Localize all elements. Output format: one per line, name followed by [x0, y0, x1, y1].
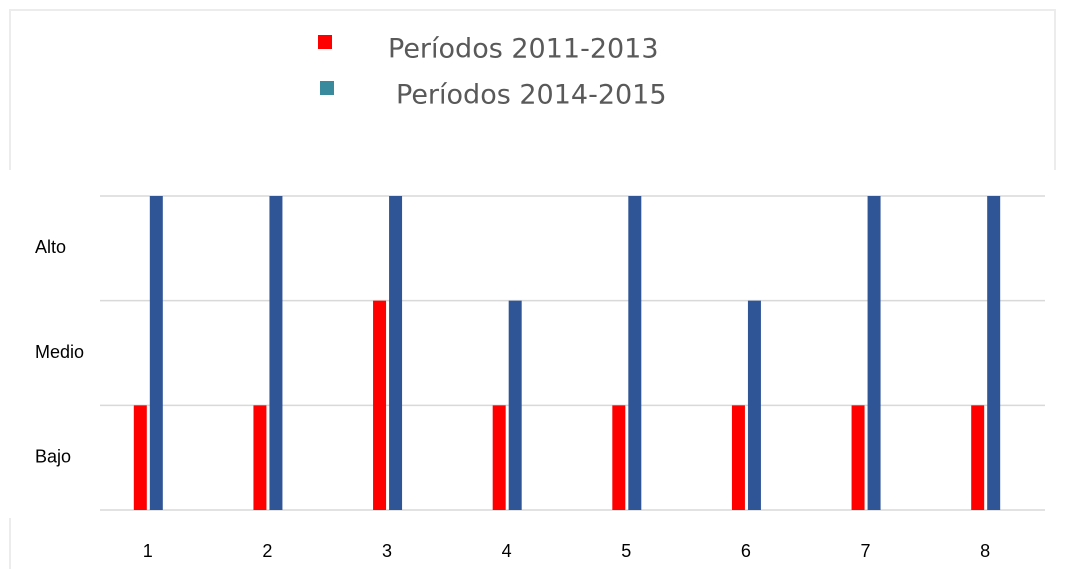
- y-tick-label: Medio: [35, 342, 84, 362]
- legend-frame: [9, 9, 1056, 569]
- bar: [253, 405, 267, 510]
- x-tick-label: 8: [980, 541, 990, 561]
- bar: [731, 405, 745, 510]
- legend-label: Períodos 2011-2013: [388, 34, 659, 65]
- legend-marker: [320, 81, 334, 95]
- bar: [389, 196, 403, 510]
- bar: [971, 405, 985, 510]
- bar: [269, 196, 283, 510]
- x-tick-label: 5: [621, 541, 631, 561]
- x-tick-label: 6: [741, 541, 751, 561]
- x-tick-label: 1: [143, 541, 153, 561]
- bar: [133, 405, 147, 510]
- legend-label: Períodos 2014-2015: [396, 80, 667, 111]
- x-tick-label: 2: [262, 541, 272, 561]
- bar: [149, 196, 163, 510]
- bar: [612, 405, 626, 510]
- bar: [987, 196, 1001, 510]
- bar: [373, 300, 387, 510]
- x-tick-label: 4: [502, 541, 512, 561]
- bar: [851, 405, 865, 510]
- bar: [747, 300, 761, 510]
- legend-marker: [318, 35, 332, 49]
- bar: [508, 300, 522, 510]
- x-tick-label: 7: [861, 541, 871, 561]
- y-tick-label: Bajo: [35, 446, 71, 466]
- bar: [867, 196, 881, 510]
- y-tick-label: Alto: [35, 237, 66, 257]
- x-tick-label: 3: [382, 541, 392, 561]
- bar: [628, 196, 642, 510]
- bar: [492, 405, 506, 510]
